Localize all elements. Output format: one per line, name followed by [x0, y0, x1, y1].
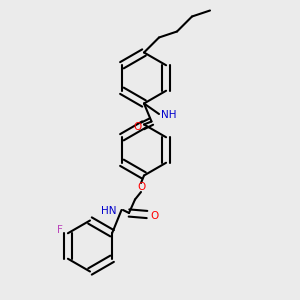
Text: NH: NH	[160, 110, 176, 121]
Text: O: O	[150, 211, 158, 221]
Text: O: O	[134, 122, 142, 133]
Text: HN: HN	[101, 206, 117, 217]
Text: F: F	[58, 225, 63, 235]
Text: O: O	[137, 182, 145, 193]
